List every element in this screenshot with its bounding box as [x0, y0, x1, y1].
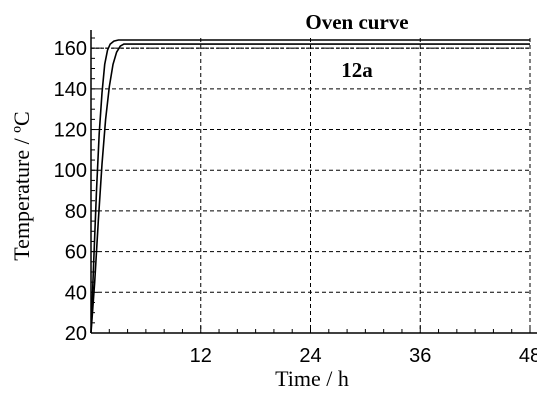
y-tick-label-5: 120 — [54, 120, 87, 142]
y-tick-label-6: 140 — [54, 79, 87, 101]
y-axis-label: Temperature / ºC — [9, 111, 34, 260]
series-line-0 — [90, 39, 530, 334]
series-lines — [90, 39, 530, 334]
series-line-1 — [90, 43, 530, 334]
chart-title: Oven curve — [305, 10, 408, 34]
y-tick-label-3: 80 — [65, 201, 87, 223]
axes — [90, 30, 537, 334]
y-tick-label-0: 20 — [65, 323, 87, 345]
x-tick-label-1: 24 — [299, 345, 321, 367]
x-tick-label-2: 36 — [409, 345, 431, 367]
tick-labels: 20 40 60 80 100 120 140 160 12 24 36 48 — [54, 38, 537, 367]
x-tick-label-0: 12 — [190, 345, 212, 367]
y-tick-label-1: 40 — [65, 282, 87, 304]
x-axis-label: Time / h — [275, 366, 349, 391]
x-tick-label-3: 48 — [519, 345, 537, 367]
y-tick-label-7: 160 — [54, 38, 87, 60]
y-tick-label-4: 100 — [54, 160, 87, 182]
curve-annotation: 12a — [341, 58, 373, 82]
grid-lines — [91, 38, 531, 333]
y-tick-label-2: 60 — [65, 242, 87, 264]
